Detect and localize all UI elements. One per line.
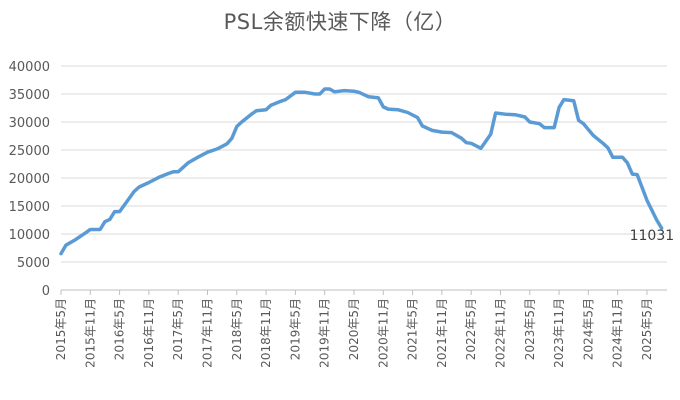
x-tick-label: 2020年11月 — [376, 298, 390, 368]
x-tick-label: 2019年5月 — [288, 298, 302, 360]
x-tick-label: 2020年5月 — [347, 298, 361, 360]
y-tick-label: 10000 — [9, 228, 50, 243]
x-tick-label: 2025年5月 — [640, 298, 654, 360]
y-tick-label: 15000 — [9, 200, 50, 215]
x-tick-label: 2022年11月 — [493, 298, 507, 368]
x-axis-tick-labels: 2015年5月 2015年11月 2016年5月 2016年11月 2017年5月 201… — [54, 298, 654, 368]
y-tick-label: 30000 — [9, 116, 50, 131]
x-tick-label: 2024年5月 — [581, 298, 595, 360]
x-tick-label: 2019年11月 — [318, 298, 332, 368]
data-labels: 11031 — [630, 228, 675, 244]
x-tick-label: 2018年5月 — [230, 298, 244, 360]
y-tick-label: 5000 — [17, 256, 50, 271]
y-tick-label: 20000 — [9, 172, 50, 187]
y-tick-label: 40000 — [9, 60, 50, 75]
x-tick-label: 2016年5月 — [113, 298, 127, 360]
psl-balance-line — [59, 87, 664, 256]
y-tick-label: 0 — [42, 284, 50, 299]
x-tick-label: 2018年11月 — [259, 298, 273, 368]
gridlines — [61, 65, 667, 263]
data-label-last-value: 11031 — [630, 228, 675, 244]
x-axis — [60, 289, 667, 295]
x-tick-label: 2021年5月 — [406, 298, 420, 360]
x-tick-label: 2022年5月 — [464, 298, 478, 360]
x-tick-label: 2017年5月 — [171, 298, 185, 360]
y-tick-label: 35000 — [9, 88, 50, 103]
y-axis-tick-labels: 0 5000 10000 15000 20000 25000 30000 35000 40000 — [9, 60, 50, 299]
x-tick-label: 2016年11月 — [142, 298, 156, 368]
x-tick-label: 2015年11月 — [83, 298, 97, 368]
x-tick-label: 2024年11月 — [611, 298, 625, 368]
chart-title: PSL余额快速下降（亿） — [223, 10, 457, 34]
x-tick-label: 2015年5月 — [54, 298, 68, 360]
x-tick-label: 2023年5月 — [523, 298, 537, 360]
x-tick-label: 2017年11月 — [200, 298, 214, 368]
y-tick-label: 25000 — [9, 144, 50, 159]
series-line — [59, 87, 664, 256]
x-tick-label: 2021年11月 — [435, 298, 449, 368]
x-tick-label: 2023年11月 — [552, 298, 566, 368]
